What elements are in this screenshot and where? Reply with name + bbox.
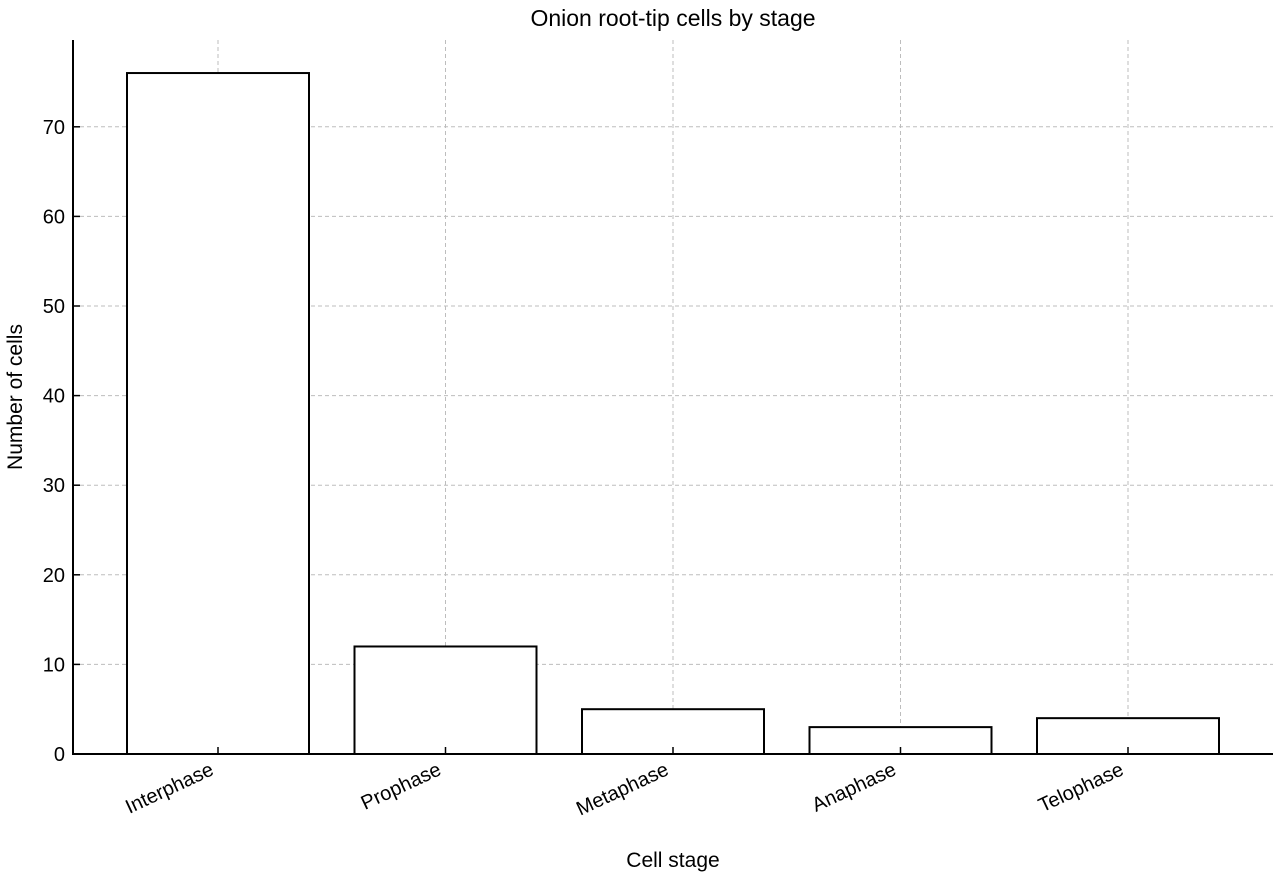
y-tick-label: 60 (43, 206, 65, 228)
y-tick-label: 70 (43, 117, 65, 139)
y-tick-label: 50 (43, 296, 65, 318)
y-axis-label: Number of cells (4, 324, 27, 470)
y-tick-label: 40 (43, 386, 65, 408)
x-tick-label: Interphase (122, 759, 217, 819)
x-tick-label: Metaphase (573, 759, 672, 821)
y-tick-label: 30 (43, 475, 65, 497)
bar-interphase (126, 72, 310, 756)
x-axis-label: Cell stage (626, 849, 719, 872)
y-ticks: 0 10 20 30 40 50 60 70 (43, 117, 80, 766)
x-tick-label: Prophase (358, 759, 445, 815)
x-tick-label: Anaphase (809, 759, 900, 817)
chart-title: Onion root-tip cells by stage (530, 5, 815, 31)
bars (126, 72, 1220, 756)
y-tick-label: 10 (43, 654, 65, 676)
x-ticks: Interphase Prophase Metaphase Anaphase Telop… (122, 747, 1129, 821)
bar-prophase (353, 645, 538, 755)
y-tick-label: 20 (43, 565, 65, 587)
x-tick-label: Telophase (1035, 759, 1127, 817)
y-tick-label: 0 (54, 744, 65, 766)
